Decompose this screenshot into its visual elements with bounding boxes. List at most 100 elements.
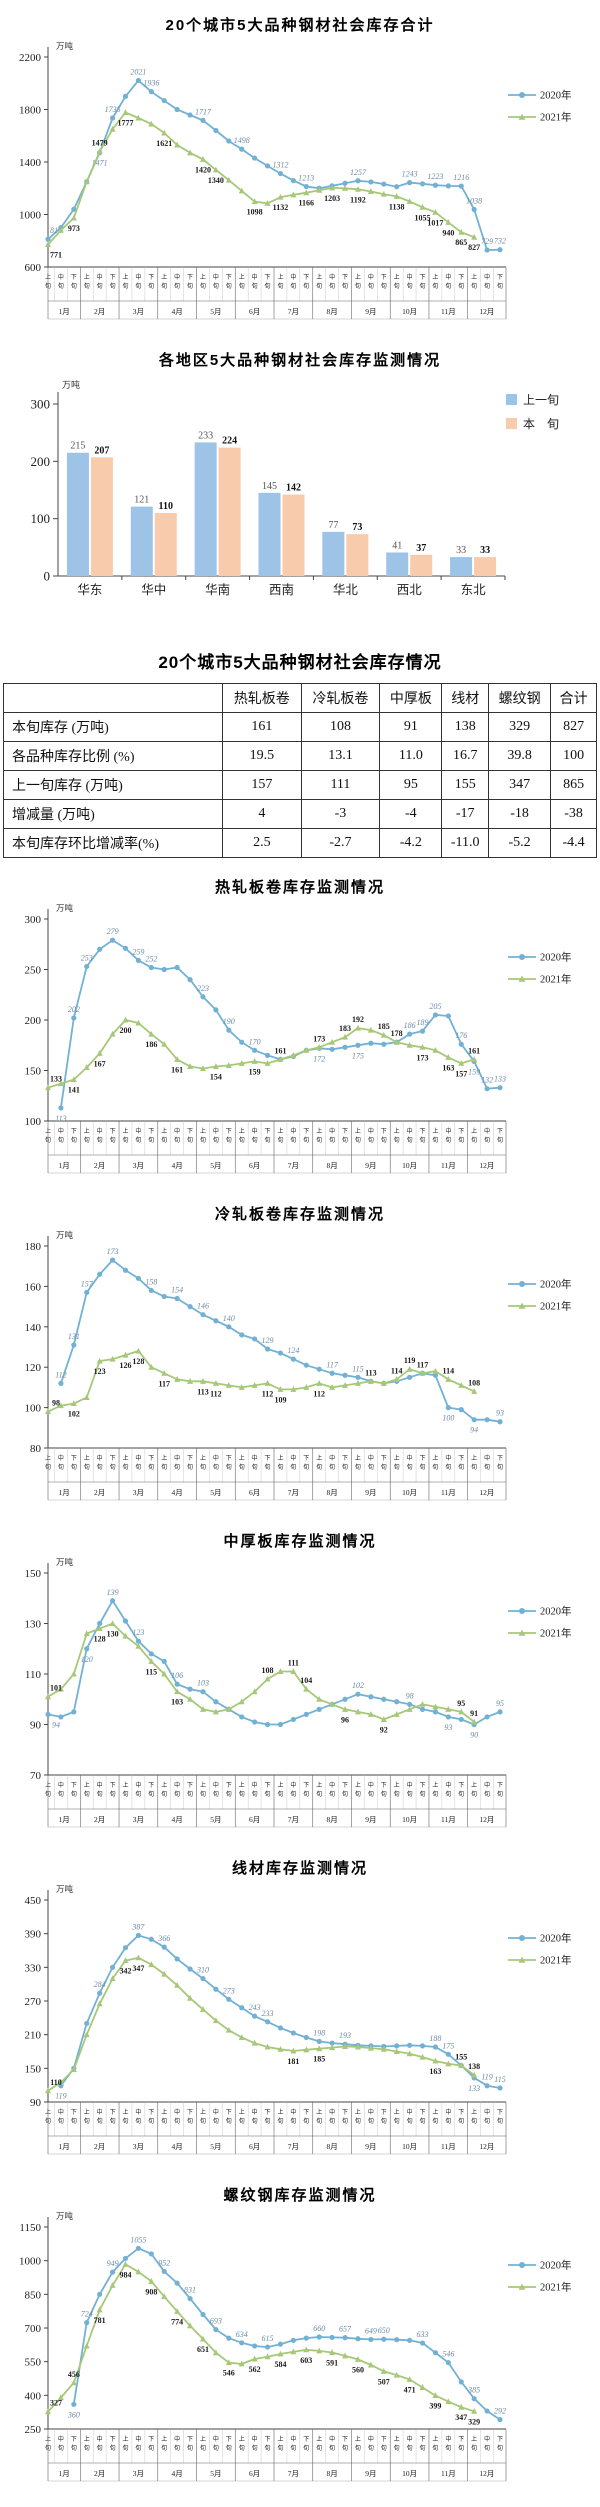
data-label: 131: [68, 1332, 80, 1341]
data-point: [174, 106, 180, 113]
data-point: [252, 2013, 258, 2019]
data-label: 193: [339, 2031, 351, 2040]
data-point: [70, 1670, 77, 1677]
data-point: [316, 2045, 323, 2052]
data-point: [303, 1047, 310, 1053]
x-period-label: 旬: [84, 1136, 90, 1144]
bar-上一旬-华东: [66, 452, 89, 576]
data-point: [96, 2306, 103, 2313]
data-point: [83, 1064, 90, 1070]
data-point: [109, 1598, 116, 1604]
x-period-label: 上: [277, 1454, 283, 1462]
x-period-label: 上: [277, 2108, 283, 2116]
x-period-label: 旬: [407, 1136, 413, 1144]
table-cell: -17: [441, 799, 489, 829]
x-period-label: 旬: [368, 2444, 374, 2452]
data-point: [84, 1289, 90, 1296]
data-label: 106: [171, 1671, 183, 1680]
data-point: [419, 2384, 426, 2390]
data-label: 119: [55, 2092, 66, 2101]
data-point: [354, 2356, 361, 2362]
data-label: 93: [444, 1723, 452, 1732]
data-point: [342, 1044, 348, 1050]
data-label: 774: [171, 2317, 183, 2326]
data-point: [432, 182, 439, 188]
x-period-label: 下: [110, 1455, 116, 1462]
x-period-label: 上: [122, 1127, 128, 1135]
x-period-label: 旬: [174, 2444, 180, 2452]
data-point: [277, 1350, 284, 1356]
x-period-label: 旬: [213, 1463, 219, 1471]
x-period-label: 旬: [290, 1790, 296, 1798]
data-label: 724: [81, 2310, 93, 2319]
x-month-label: 5月: [210, 2469, 221, 2478]
data-point: [135, 77, 141, 84]
x-period-label: 上: [394, 1781, 400, 1789]
bar-本 旬-华东: [90, 457, 113, 576]
data-point: [484, 2408, 490, 2414]
data-label: 110: [50, 2078, 62, 2087]
x-month-label: 3月: [133, 1161, 144, 1170]
data-label: 347: [132, 1964, 144, 1973]
data-point: [109, 1355, 116, 1362]
data-label: 112: [262, 1389, 274, 1398]
data-label: 119: [404, 1356, 416, 1365]
x-period-label: 上: [471, 1781, 477, 1789]
data-point: [484, 1714, 490, 1720]
x-period-label: 中: [252, 2435, 258, 2443]
x-month-label: 2月: [94, 1815, 105, 1824]
x-period-label: 中: [290, 1781, 296, 1789]
data-label: 114: [391, 1366, 403, 1375]
data-point: [212, 166, 219, 173]
data-point: [393, 2371, 400, 2378]
y-axis-unit: 万吨: [56, 1557, 74, 1567]
data-point: [316, 1380, 323, 1386]
data-point: [187, 1063, 194, 1069]
x-period-label: 旬: [226, 2117, 232, 2125]
y-tick-label: 140: [25, 1322, 42, 1334]
table-row: 增减量 (万吨) 4 -3 -4 -17 -18 -38: [3, 799, 597, 829]
data-point: [251, 1058, 258, 1064]
x-period-label: 旬: [84, 1790, 90, 1798]
x-month-label: 12月: [479, 1488, 494, 1497]
data-point: [109, 115, 116, 121]
table-header-cell: [3, 683, 223, 713]
x-month-label: 9月: [365, 2469, 376, 2478]
x-period-label: 旬: [135, 1463, 141, 1471]
bar-value-label: 41: [392, 540, 402, 551]
data-label: 155: [455, 2053, 467, 2062]
data-label: 634: [236, 2330, 248, 2339]
data-point: [316, 1043, 323, 1050]
x-period-label: 旬: [239, 1463, 245, 1471]
data-point: [122, 109, 129, 116]
table-cell: 111: [300, 770, 381, 800]
data-point: [264, 1380, 271, 1386]
chart-cold-rolled: 冷轧板卷库存监测情况 万吨 80 100 120 140 160 180 上旬中旬下旬上旬中旬…: [0, 1199, 600, 1516]
data-label: 109: [274, 1395, 286, 1404]
x-period-label: 旬: [84, 2444, 90, 2452]
data-point: [432, 2350, 439, 2356]
x-period-label: 旬: [381, 2444, 387, 2452]
x-month-label: 6月: [249, 307, 260, 316]
data-point: [290, 1356, 296, 1362]
data-point: [57, 1402, 64, 1409]
data-label: 1479: [92, 139, 108, 148]
data-point: [316, 2347, 323, 2354]
x-period-label: 下: [187, 1128, 193, 1135]
data-label: 940: [442, 228, 454, 237]
x-period-label: 旬: [148, 2444, 154, 2452]
data-point: [161, 1040, 168, 1047]
x-period-label: 旬: [458, 2117, 464, 2125]
x-period-label: 旬: [187, 2117, 193, 2125]
x-period-label: 旬: [458, 1136, 464, 1144]
legend-label: 2021年: [540, 1954, 572, 1967]
data-point: [252, 1336, 258, 1342]
x-month-label: 10月: [402, 307, 417, 316]
data-point: [187, 1994, 194, 2001]
x-period-label: 上: [239, 2108, 245, 2116]
data-point: [122, 945, 129, 951]
x-period-label: 旬: [277, 1790, 283, 1798]
data-point: [329, 2040, 335, 2046]
table-cell: -3: [300, 799, 381, 829]
data-point: [264, 200, 271, 206]
